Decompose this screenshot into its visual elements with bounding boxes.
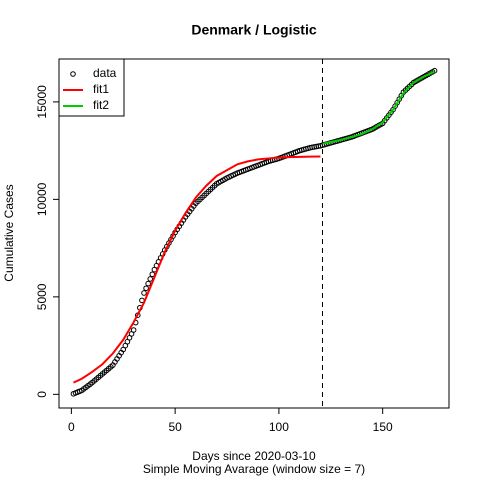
y-tick-label: 5000 — [35, 283, 49, 310]
y-tick-label: 10000 — [35, 182, 49, 216]
data-point — [141, 290, 147, 296]
data-point — [130, 327, 137, 333]
chart-title: Denmark / Logistic — [191, 22, 316, 38]
x-tick-label: 100 — [269, 420, 289, 434]
x-tick-label: 150 — [373, 420, 393, 434]
x-tick-label: 50 — [168, 420, 182, 434]
fit-line — [322, 70, 435, 145]
data-point — [145, 280, 151, 287]
y-tick-label: 15000 — [35, 85, 49, 119]
legend-symbol — [70, 71, 76, 77]
y-tick-label: 0 — [35, 391, 49, 398]
fit-line — [73, 155, 321, 384]
x-axis-label: Days since 2020-03-10 — [192, 449, 316, 463]
subtitle: Simple Moving Avarage (window size = 7) — [143, 462, 365, 476]
y-axis-label: Cumulative Cases — [2, 184, 16, 281]
legend-label: data — [93, 66, 117, 80]
data-point — [143, 285, 149, 292]
data-point — [431, 67, 438, 74]
legend-label: fit2 — [93, 98, 109, 112]
x-tick-label: 0 — [68, 420, 75, 434]
plot-frame — [58, 58, 450, 409]
data-point — [147, 276, 154, 282]
legend-label: fit1 — [93, 82, 109, 96]
